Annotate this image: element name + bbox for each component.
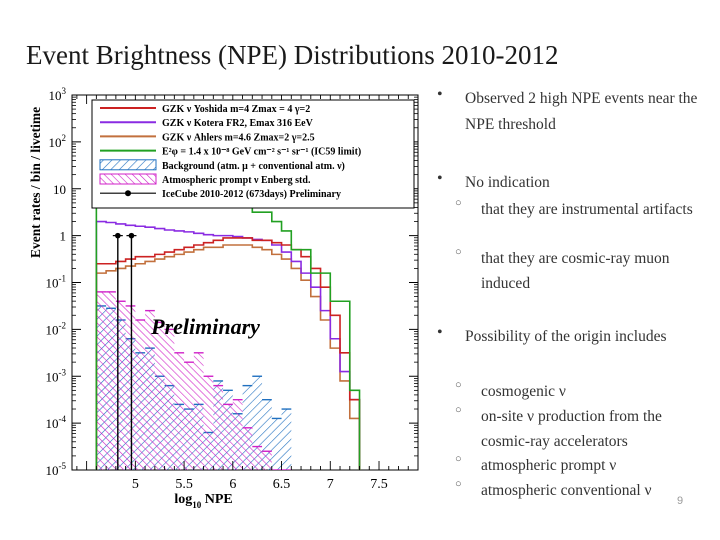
legend-box bbox=[91, 99, 415, 209]
x-tick-label: 6 bbox=[229, 477, 236, 492]
x-axis-label: log10 NPE bbox=[174, 492, 232, 510]
prompt-hist-bin bbox=[145, 310, 155, 470]
sub-bullet-text: atmospheric prompt ν bbox=[481, 457, 617, 474]
x-tick-label: 5.5 bbox=[175, 477, 193, 492]
y-tick-label: 10-4 bbox=[46, 414, 67, 431]
legend-swatch-hatch bbox=[99, 159, 157, 171]
prompt-hist-bin bbox=[135, 320, 146, 470]
y-tick-label: 10-3 bbox=[46, 367, 67, 384]
legend-entry-label: GZK ν Yoshida m=4 Zmax = 4 γ=2 bbox=[162, 104, 310, 115]
x-tick-label: 7.5 bbox=[370, 477, 388, 492]
y-tick-label: 102 bbox=[49, 133, 67, 150]
prompt-hist-bin bbox=[193, 352, 204, 470]
prompt-hist-bin bbox=[213, 385, 224, 470]
plot-area bbox=[95, 145, 361, 470]
bullet-dot: • bbox=[437, 324, 443, 341]
legend-swatch-hatch bbox=[99, 173, 157, 185]
prompt-hist-bin bbox=[184, 362, 194, 470]
sub-bullet-text: on-site ν production from the cosmic-ray… bbox=[481, 408, 662, 450]
x-tick-label: 6.5 bbox=[273, 477, 291, 492]
sub-bullet-dot: ○ bbox=[455, 453, 462, 465]
slide-title: Event Brightness (NPE) Distributions 201… bbox=[26, 40, 559, 70]
bullet-dot: • bbox=[437, 86, 443, 103]
sub-bullet-dot: ○ bbox=[455, 404, 462, 416]
sub-bullet-dot: ○ bbox=[455, 197, 462, 209]
y-tick-label: 10-2 bbox=[46, 320, 67, 337]
x-tick-label: 7 bbox=[327, 477, 334, 492]
legend-entry-label: GZK ν Kotera FR2, Emax 316 EeV bbox=[162, 118, 314, 129]
preliminary-annotation: Preliminary bbox=[150, 314, 260, 339]
y-tick-label: 103 bbox=[49, 86, 67, 103]
prompt-hist-bin bbox=[154, 322, 165, 470]
background-hist-bin bbox=[262, 399, 272, 470]
prompt-hist-bin bbox=[232, 399, 243, 470]
prompt-hist-bin bbox=[96, 291, 107, 470]
sub-bullet-dot: ○ bbox=[455, 379, 462, 391]
y-tick-label: 1 bbox=[60, 229, 67, 244]
icecube-data-point bbox=[128, 232, 135, 239]
prompt-hist-bin bbox=[203, 376, 214, 470]
legend-entry-label: IceCube 2010-2012 (673days) Preliminary bbox=[162, 189, 341, 200]
background-hist-bin bbox=[271, 418, 282, 470]
sub-bullet-dot: ○ bbox=[455, 478, 462, 490]
sub-bullet-text: that they are cosmic-ray muon induced bbox=[481, 250, 670, 292]
prompt-hist-bin bbox=[164, 329, 175, 470]
prompt-hist-bin bbox=[174, 352, 185, 470]
sub-bullet-text: that they are instrumental artifacts bbox=[481, 201, 693, 218]
legend-entry-label: Atmospheric prompt ν Enberg std. bbox=[162, 175, 311, 186]
sub-bullet-dot: ○ bbox=[455, 246, 462, 258]
prompt-hist-bin bbox=[252, 446, 263, 470]
legend-swatch-marker bbox=[125, 190, 131, 197]
yoshida-gzk-line bbox=[95, 237, 361, 470]
sub-bullet-text: cosmogenic ν bbox=[481, 383, 566, 400]
prompt-hist-bin bbox=[125, 305, 136, 470]
prompt-hist-bin bbox=[242, 427, 253, 470]
prompt-hist-bin bbox=[262, 451, 272, 470]
x-tick-label: 5 bbox=[132, 477, 139, 492]
sub-bullet-text: atmospheric conventional ν bbox=[481, 482, 652, 499]
y-tick-label: 10 bbox=[53, 182, 66, 197]
y-axis-label: Event rates / bin / livetime bbox=[28, 107, 43, 258]
background-hist-bin bbox=[252, 376, 263, 470]
legend-entry-label: Background (atm. μ + conventional atm. ν… bbox=[162, 161, 345, 172]
prompt-hist-bin bbox=[115, 301, 126, 470]
bullet-2-text: No indication bbox=[465, 174, 550, 191]
legend-entry-label: E²φ = 1.4 x 10⁻⁸ GeV cm⁻² s⁻¹ sr⁻¹ (IC59… bbox=[162, 147, 361, 158]
y-tick-label: 10-5 bbox=[46, 461, 67, 478]
page-number: 9 bbox=[677, 495, 684, 507]
bullet-dot: • bbox=[437, 170, 443, 187]
background-hist-bin bbox=[281, 409, 292, 470]
prompt-hist-bin bbox=[106, 291, 116, 470]
prompt-hist-bin bbox=[223, 404, 233, 470]
icecube-data-point bbox=[115, 232, 121, 239]
bullet-3-text: Possibility of the origin includes bbox=[465, 328, 667, 345]
legend-entry-label: GZK ν Ahlers m=4.6 Zmax=2 γ=2.5 bbox=[162, 132, 315, 143]
y-tick-label: 10-1 bbox=[46, 274, 67, 291]
bullet-1-text: Observed 2 high NPE events near the NPE … bbox=[465, 90, 698, 133]
